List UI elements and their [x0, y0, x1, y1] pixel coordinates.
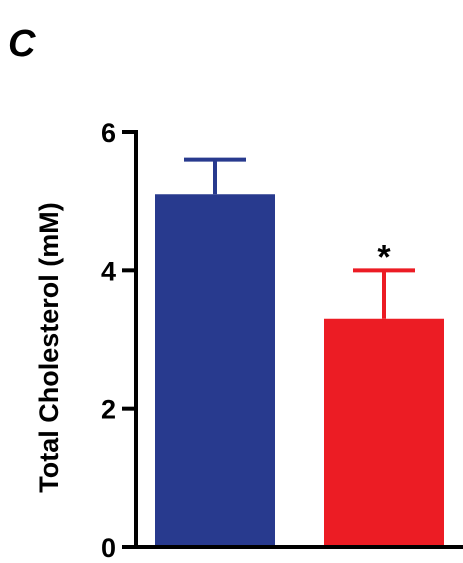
panel-label: C [8, 23, 36, 65]
y-tick-label: 6 [101, 118, 116, 148]
bars [155, 194, 444, 547]
y-tick-label: 0 [101, 533, 116, 563]
y-tick-label: 4 [101, 256, 116, 286]
annotations: * [377, 238, 391, 276]
y-axis-ticks: 0 2 4 6 [101, 118, 136, 563]
y-axis-title: Total Cholesterol (mM) [34, 202, 64, 493]
bar-2 [324, 318, 444, 547]
significance-marker: * [377, 238, 391, 276]
bar-1 [155, 194, 275, 547]
y-tick-label: 2 [101, 395, 116, 425]
error-bars [184, 157, 415, 319]
